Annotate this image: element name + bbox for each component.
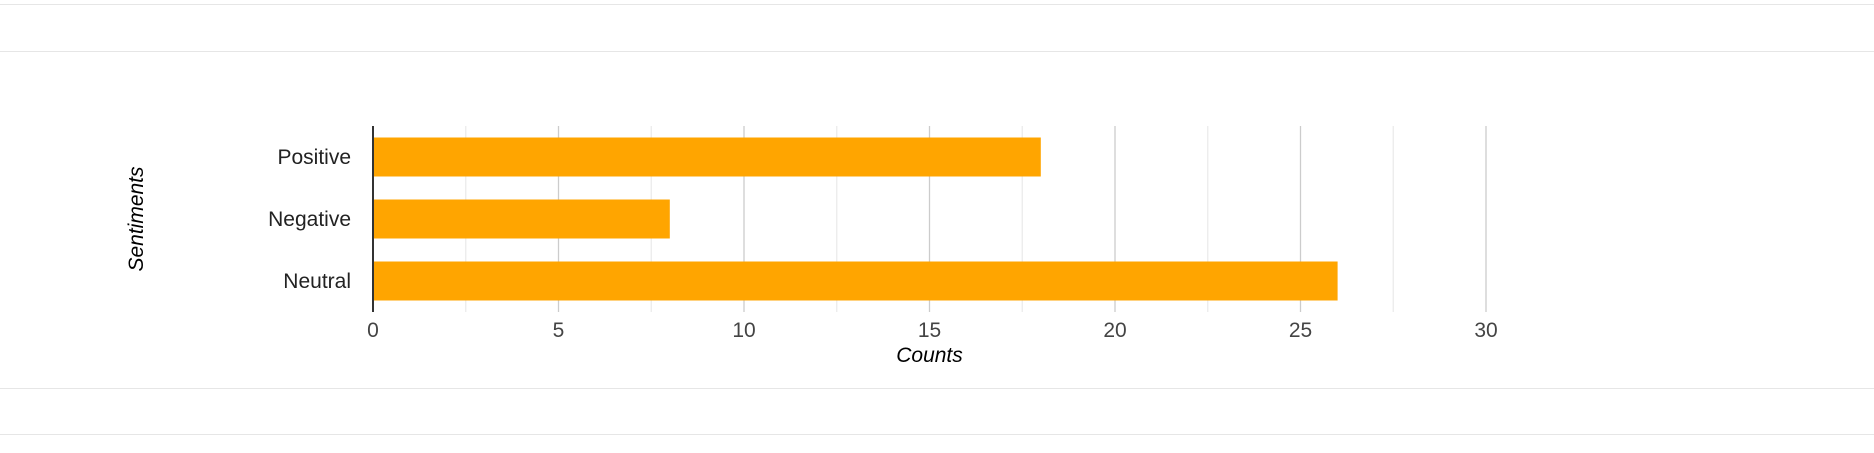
x-tick-label: 5 [553, 319, 565, 342]
y-axis-title: Sentiments [125, 166, 148, 272]
top-divider-2 [0, 51, 1874, 52]
bar-negative[interactable] [373, 199, 670, 239]
bar-neutral[interactable] [373, 261, 1338, 301]
x-tick-labels: 0 5 10 15 20 25 30 [367, 319, 1498, 342]
category-labels: Positive Negative Neutral [268, 146, 351, 293]
bottom-divider-2 [0, 434, 1874, 435]
x-tick-label: 20 [1103, 319, 1126, 342]
bar-positive[interactable] [373, 137, 1041, 177]
bars [373, 137, 1338, 301]
x-tick-label: 25 [1289, 319, 1312, 342]
x-tick-label: 0 [367, 319, 379, 342]
top-divider-1 [0, 4, 1874, 5]
x-axis-title: Counts [896, 344, 963, 367]
category-label-positive: Positive [277, 146, 351, 169]
category-label-neutral: Neutral [283, 270, 351, 293]
category-label-negative: Negative [268, 208, 351, 231]
x-tick-label: 15 [918, 319, 941, 342]
x-tick-label: 10 [732, 319, 755, 342]
x-tick-label: 30 [1474, 319, 1497, 342]
bottom-divider-1 [0, 388, 1874, 389]
